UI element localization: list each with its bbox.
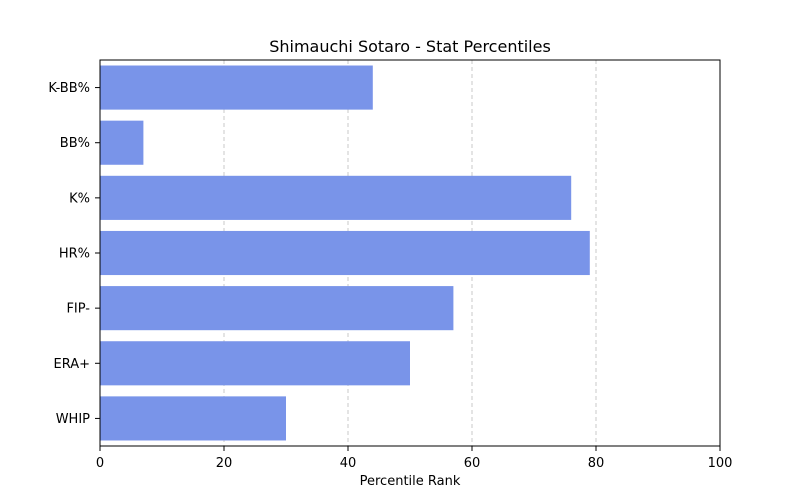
x-tick-label: 20 bbox=[216, 456, 233, 471]
y-tick-label: HR% bbox=[59, 247, 90, 262]
x-axis-label: Percentile Rank bbox=[360, 474, 461, 489]
y-tick-label: K% bbox=[69, 191, 90, 206]
bar bbox=[100, 396, 286, 441]
y-tick-label: BB% bbox=[60, 136, 90, 151]
y-tick-label: FIP- bbox=[66, 302, 90, 317]
chart-title: Shimauchi Sotaro - Stat Percentiles bbox=[269, 37, 551, 56]
x-tick-label: 60 bbox=[464, 456, 481, 471]
x-tick-label: 0 bbox=[96, 456, 104, 471]
x-tick-label: 80 bbox=[588, 456, 605, 471]
bar bbox=[100, 286, 454, 331]
bar bbox=[100, 230, 590, 276]
bar bbox=[100, 175, 572, 220]
bar bbox=[100, 120, 144, 165]
y-axis: K-BB% BB% K% HR% FIP- ERA+ WHIP bbox=[48, 81, 100, 427]
x-tick-label: 40 bbox=[340, 456, 357, 471]
x-axis: 0 20 40 60 80 100 bbox=[96, 446, 733, 471]
y-tick-label: K-BB% bbox=[48, 81, 90, 96]
x-tick-label: 100 bbox=[708, 456, 733, 471]
y-tick-label: WHIP bbox=[56, 412, 90, 427]
bar bbox=[100, 341, 410, 386]
bars bbox=[100, 65, 590, 441]
y-tick-label: ERA+ bbox=[53, 357, 90, 372]
bar bbox=[100, 65, 373, 110]
